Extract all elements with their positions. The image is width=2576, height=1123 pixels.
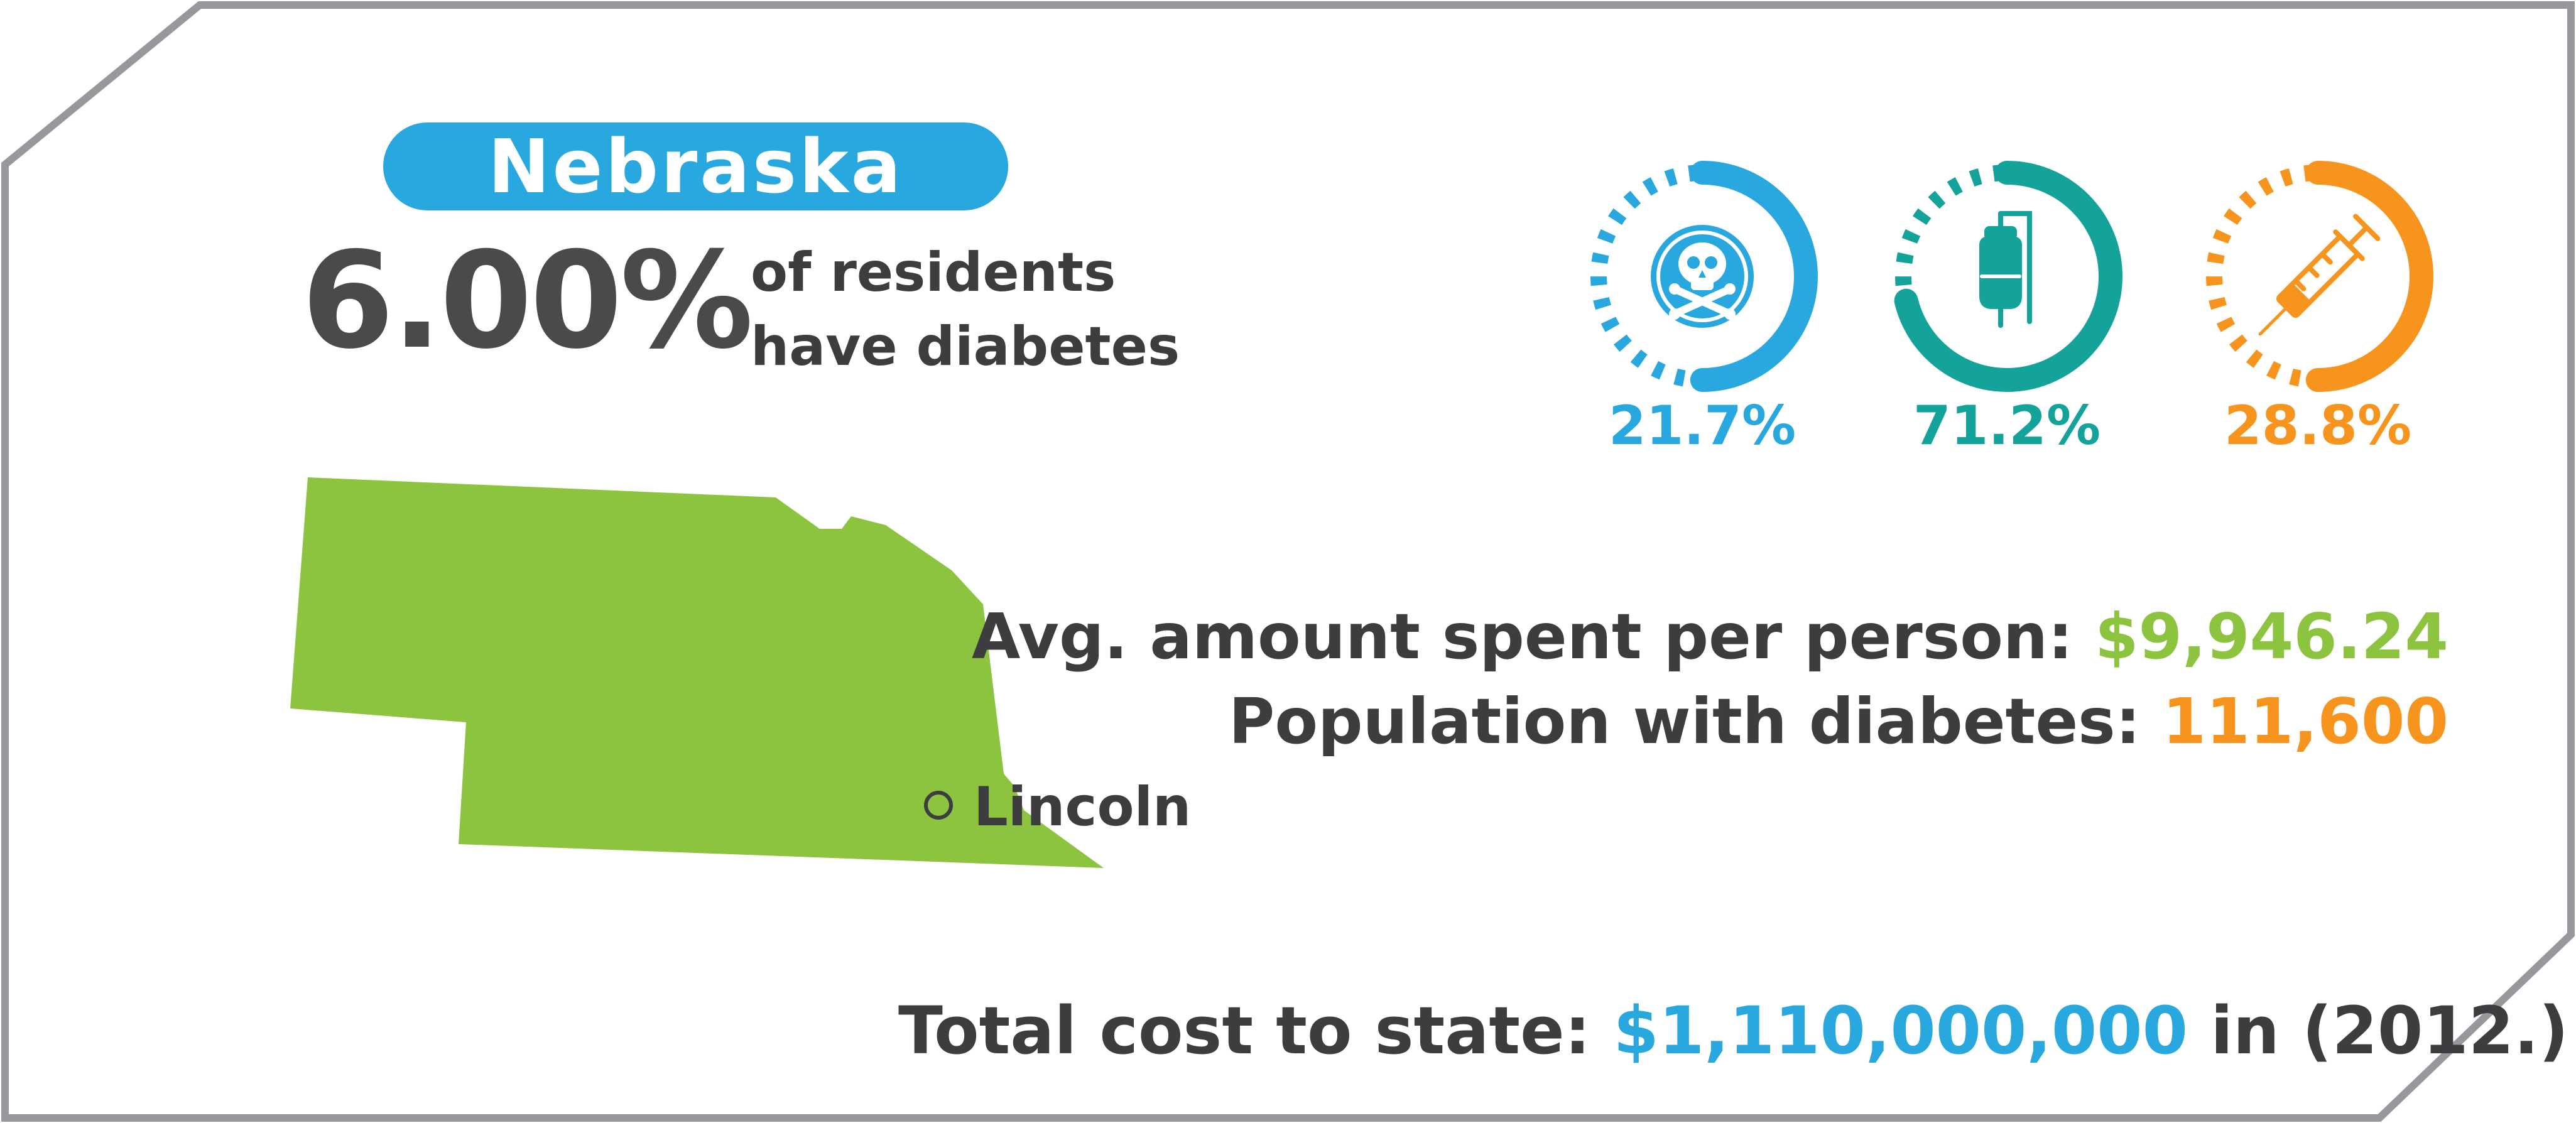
avg-spend-stat: Avg. amount spent per person: $9,946.24	[972, 600, 2448, 673]
ring-treatment-arc	[1891, 161, 2122, 392]
total-cost-label: Total cost to state:	[898, 992, 1591, 1069]
ring-mortality	[1587, 161, 1818, 392]
prevalence-caption: of residents have diabetes	[751, 236, 1180, 384]
avg-spend-label: Avg. amount spent per person:	[971, 600, 2073, 673]
ring-treatment-value: 71.2%	[1913, 394, 2101, 457]
avg-spend-value: $9,946.24	[2094, 600, 2448, 673]
nebraska-state-shape	[290, 477, 1104, 868]
state-title-pill: Nebraska	[383, 122, 1008, 210]
iv-bag-icon	[1979, 211, 2032, 328]
prevalence-caption-line2: have diabetes	[751, 315, 1180, 378]
population-label: Population with diabetes:	[1229, 685, 2141, 758]
prevalence-percentage: 6.00%	[302, 223, 753, 378]
prevalence-caption-line1: of residents	[751, 241, 1116, 304]
ring-mortality-value: 21.7%	[1608, 394, 1796, 457]
population-stat: Population with diabetes: 111,600	[1229, 685, 2448, 758]
ring-mortality-arc	[1587, 161, 1818, 392]
total-cost-line: Total cost to state: $1,110,000,000 in (…	[898, 992, 2568, 1069]
population-value: 111,600	[2162, 685, 2448, 758]
capital-city-marker	[924, 791, 953, 820]
syringe-icon	[2258, 214, 2381, 336]
ring-treatment	[1891, 161, 2122, 392]
total-cost-suffix: in (2012.)	[2210, 992, 2569, 1069]
ring-insulin-arc	[2202, 161, 2433, 392]
skull-crossbones-icon	[1651, 225, 1754, 328]
ring-insulin	[2202, 161, 2433, 392]
state-name: Nebraska	[487, 123, 904, 210]
ring-insulin-value: 28.8%	[2224, 394, 2412, 457]
total-cost-value: $1,110,000,000	[1613, 992, 2188, 1069]
capital-city-label: Lincoln	[974, 776, 1192, 838]
